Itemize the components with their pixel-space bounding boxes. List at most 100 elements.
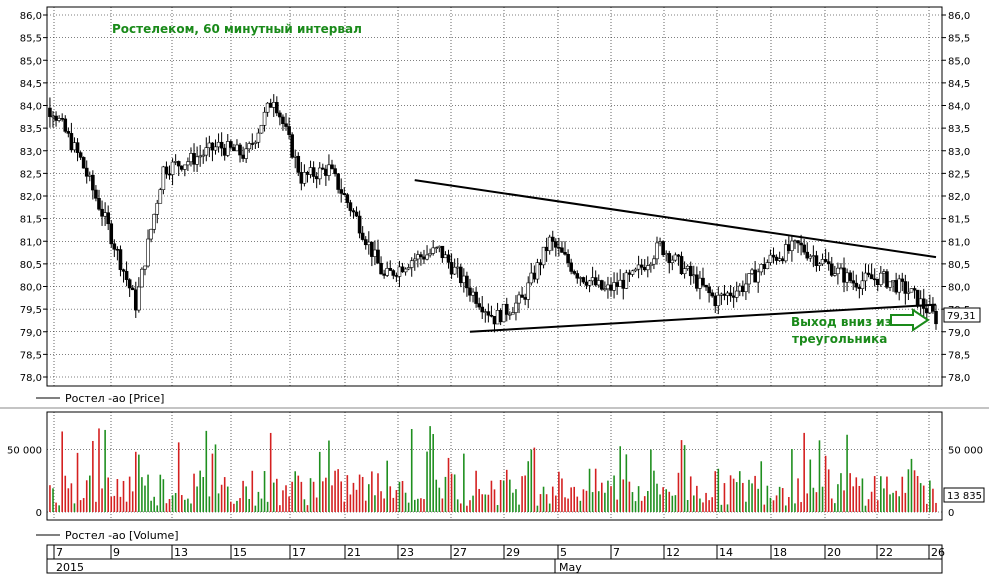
price-tick-label-left: 81,0 [20,237,42,248]
candle-body [305,171,310,175]
x-tick-label: 12 [666,546,680,559]
candle-body [348,202,353,211]
candle-body [842,267,846,283]
candle-body [419,254,423,258]
candle-body [928,305,932,314]
candle-body [915,289,920,307]
candle-body [468,287,472,296]
x-tick-label: 20 [827,546,841,559]
candle-body [501,303,506,323]
candle-body [339,189,344,194]
candle-body [204,147,209,156]
candle-body [256,132,261,143]
candle-body [179,165,184,170]
candle-body [688,265,693,277]
candle-body [796,240,800,244]
candle-body [587,280,592,286]
candle-body [495,310,500,325]
candle-body [425,254,429,260]
candle-body [655,242,659,260]
candle-body [584,281,589,286]
candle-body [541,246,546,266]
candle-body [615,282,619,287]
candle-body [557,247,561,249]
candle-body [336,173,340,190]
candle-body [176,161,181,167]
candle-body [624,272,629,289]
candle-body [121,269,126,272]
candle-body [213,146,218,151]
candle-body [817,263,822,266]
volume-panel-frame [46,411,943,521]
candle-body [829,263,834,276]
candle-body [388,268,393,271]
candle-body [912,288,917,291]
candle-body [575,273,580,279]
price-tick-label-left: 82,0 [20,192,42,203]
candle-body [744,283,748,292]
candle-body [731,295,736,298]
candle-body [97,197,101,210]
candle-body [799,242,803,246]
candle-body [238,144,242,156]
candle-body [293,155,298,158]
price-tick-label-left: 78,5 [20,350,42,361]
x-tick-label: 26 [931,546,945,559]
candle-body [725,292,730,296]
period-label-2015: 2015 [56,561,84,574]
candle-body [823,259,828,262]
candle-body [636,264,641,270]
candle-body [676,254,681,257]
candle-body [879,272,883,285]
candle-body [342,193,347,195]
candle-body [437,245,442,248]
candle-body [357,215,362,234]
candle-body [716,294,721,307]
candle-body [112,243,117,250]
candle-body [229,141,233,148]
candle-body [514,302,518,313]
candle-body [909,288,914,293]
candle-body [704,284,708,288]
candle-body [618,279,623,287]
price-tick-label-left: 80,0 [20,283,42,294]
price-tick-label-right: 85,5 [948,34,970,45]
last-volume-label: 13 835 [947,491,982,502]
candle-body [462,275,466,284]
candle-body [471,291,475,296]
volume-tick-label-left: 0 [36,508,42,519]
candle-body [492,315,497,325]
candle-body [661,241,665,256]
candle-body [900,278,905,282]
candle-body [627,272,632,275]
candle-body [106,212,110,225]
candle-body [630,270,635,275]
candle-body [606,284,610,290]
candle-body [747,273,751,285]
candle-body [51,115,55,118]
candle-body [455,266,460,269]
candle-body [403,268,408,273]
price-tick-label-right: 86,0 [948,11,970,22]
candle-body [572,271,577,274]
candle-body [48,107,52,117]
candle-body [578,277,583,279]
candle-body [569,262,573,272]
candle-body [192,153,196,165]
candle-body [888,281,892,288]
candle-body [57,118,61,121]
candle-body [670,259,675,263]
candle-body [311,167,316,177]
candle-body [596,280,601,286]
candle-body [550,236,555,242]
candle-body [198,155,202,158]
candle-body [452,266,457,275]
price-tick-label-left: 85,0 [20,56,42,67]
candle-body [882,271,886,274]
candle-body [281,116,285,125]
candle-body [590,277,595,282]
candle-body [658,241,662,244]
candle-body [195,156,199,165]
candle-body [268,102,273,108]
candle-body [535,262,540,280]
